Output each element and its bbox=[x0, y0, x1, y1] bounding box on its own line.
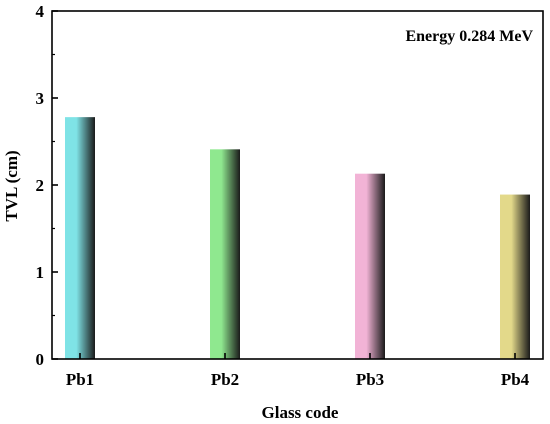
y-tick-label: 1 bbox=[36, 263, 45, 282]
bar-pb2 bbox=[210, 149, 240, 359]
x-tick-label-pb3: Pb3 bbox=[356, 370, 384, 389]
x-axis-title: Glass code bbox=[262, 403, 339, 422]
bar-pb1 bbox=[65, 117, 95, 359]
y-tick-label: 2 bbox=[36, 176, 45, 195]
bar-pb4 bbox=[500, 194, 530, 359]
plot-frame bbox=[51, 10, 544, 360]
bar-pb3 bbox=[355, 173, 385, 359]
y-tick-label: 3 bbox=[36, 89, 45, 108]
x-tick-label-pb1: Pb1 bbox=[66, 370, 94, 389]
y-tick-label: 0 bbox=[36, 350, 45, 369]
axes-group: 0 1 2 3 4 Pb1 Pb2 Pb3 Pb4 bbox=[36, 2, 544, 389]
energy-annotation: Energy 0.284 MeV bbox=[405, 28, 533, 45]
x-tick-label-pb4: Pb4 bbox=[501, 370, 530, 389]
y-tick-label: 4 bbox=[36, 2, 45, 21]
labels-group: Glass code TVL (cm) Energy 0.284 MeV bbox=[2, 28, 533, 422]
y-axis-title: TVL (cm) bbox=[2, 150, 21, 221]
x-tick-label-pb2: Pb2 bbox=[211, 370, 239, 389]
bars-group bbox=[65, 117, 530, 359]
